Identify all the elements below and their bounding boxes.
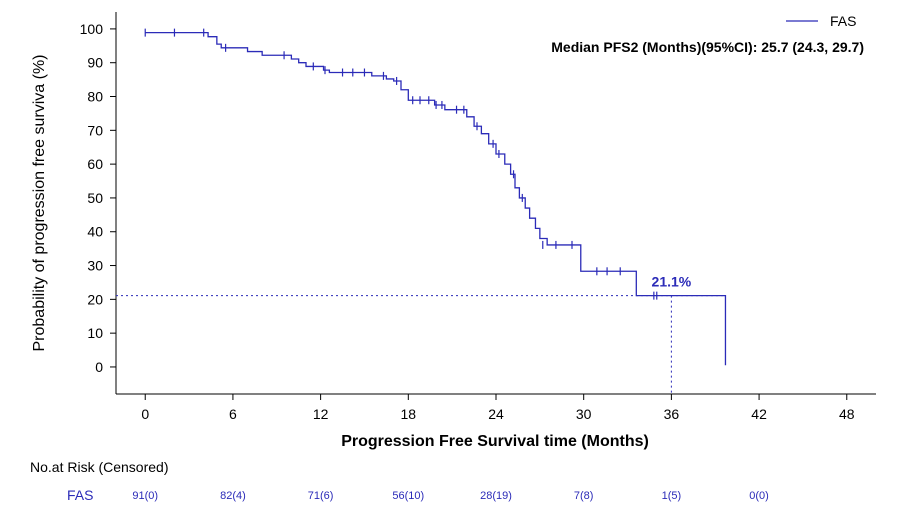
y-tick-label: 60 (87, 156, 103, 172)
x-tick-label: 12 (313, 406, 329, 422)
y-tick-label: 40 (87, 224, 103, 240)
y-tick-label: 80 (87, 89, 103, 105)
y-tick-label: 10 (87, 325, 103, 341)
risk-table-value: 7(8) (574, 490, 594, 502)
y-tick-label: 70 (87, 122, 103, 138)
y-axis-title: Probability of progression free surviva … (31, 54, 48, 351)
x-axis-ticks: 0 6 12 18 24 30 36 42 48 (141, 394, 855, 422)
x-tick-label: 24 (488, 406, 504, 422)
series-line-fas (145, 31, 727, 366)
x-tick-label: 0 (141, 406, 149, 422)
risk-table-value: 56(10) (392, 490, 424, 502)
milestone-label: 21.1% (652, 274, 692, 290)
risk-table-value: 1(5) (662, 490, 682, 502)
x-tick-label: 48 (839, 406, 855, 422)
risk-table-group-label: FAS (67, 487, 93, 503)
x-tick-label: 36 (664, 406, 680, 422)
y-tick-label: 100 (80, 21, 104, 37)
risk-table-value: 91(0) (132, 490, 158, 502)
y-axis-ticks: 0 10 20 30 40 50 60 70 80 90 100 (80, 21, 116, 375)
x-tick-label: 6 (229, 406, 237, 422)
y-tick-label: 50 (87, 190, 103, 206)
x-tick-label: 18 (401, 406, 417, 422)
x-tick-label: 30 (576, 406, 592, 422)
x-tick-label: 42 (751, 406, 767, 422)
y-tick-label: 30 (87, 258, 103, 274)
y-tick-label: 0 (95, 359, 103, 375)
risk-table-value: 71(6) (308, 490, 334, 502)
x-axis-title: Progression Free Survival time (Months) (341, 433, 649, 450)
risk-table-values: 91(0) 82(4) 71(6) 56(10) 28(19) 7(8) 1(5) 0(0) (132, 490, 768, 502)
risk-table-title: No.at Risk (Censored) (30, 459, 169, 475)
legend-label-fas: FAS (830, 13, 856, 29)
risk-table-value: 82(4) (220, 490, 246, 502)
y-tick-label: 90 (87, 55, 103, 71)
censor-marks (144, 28, 658, 300)
y-tick-label: 20 (87, 291, 103, 307)
median-annotation: Median PFS2 (Months)(95%CI): 25.7 (24.3,… (551, 39, 864, 55)
risk-table-value: 0(0) (749, 490, 769, 502)
risk-table-value: 28(19) (480, 490, 512, 502)
